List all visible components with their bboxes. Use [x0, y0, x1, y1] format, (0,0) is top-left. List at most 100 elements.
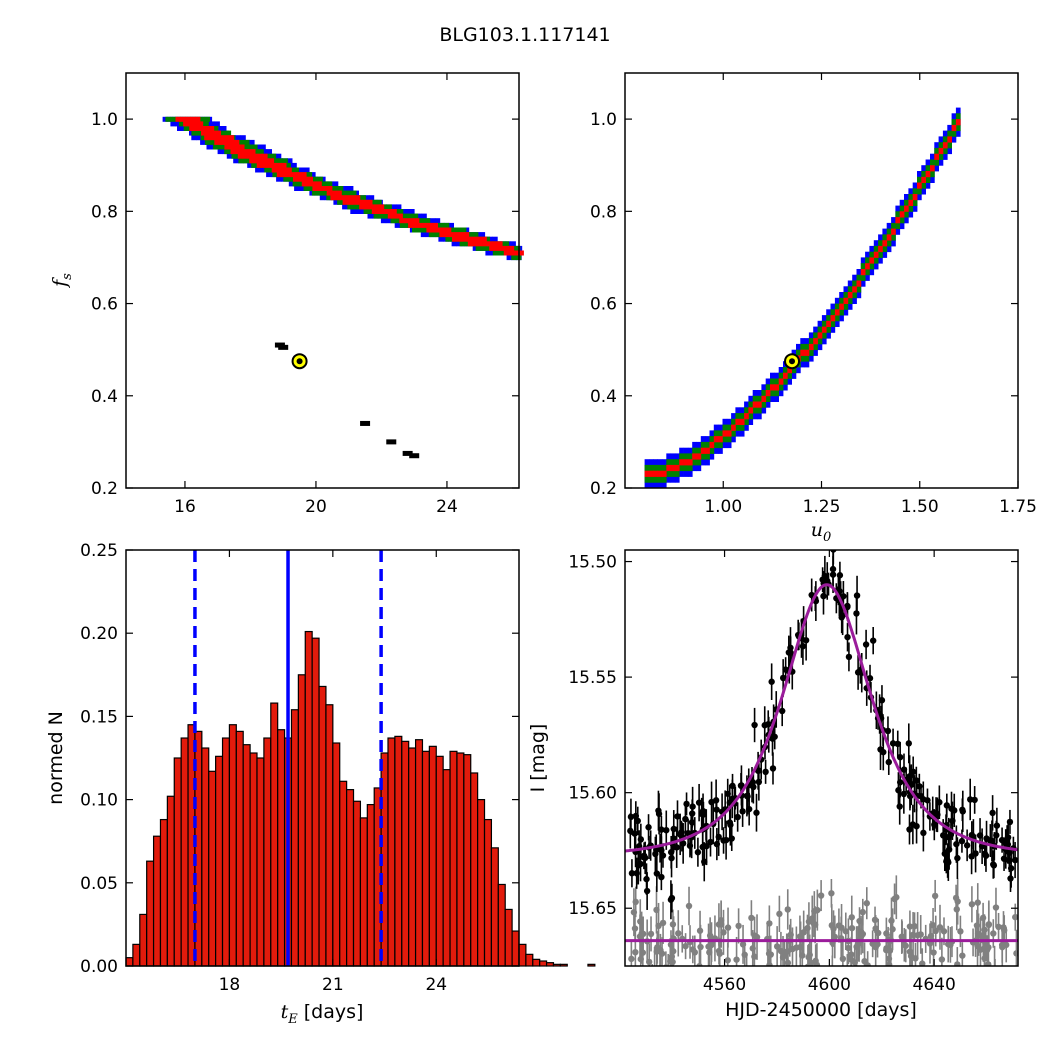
- sigma-cell: [456, 227, 462, 233]
- panel-te-histogram: 18 21 24 0.00 0.05 0.10 0.15 0.20 0.25 tE [days]…: [45, 541, 596, 1027]
- event-point: [906, 826, 913, 833]
- histogram-bar: [235, 730, 244, 967]
- sigma-cell: [804, 349, 810, 356]
- histogram-bar: [290, 709, 299, 967]
- sigma-cell: [383, 213, 389, 219]
- event-point: [1006, 857, 1013, 864]
- sigma-cell: [204, 126, 210, 131]
- event-point: [637, 836, 645, 843]
- sigma-cell: [856, 269, 862, 276]
- p3-ylabel: normed N: [45, 711, 67, 805]
- sigma-cell: [494, 245, 500, 251]
- y-tick-label: 0.6: [91, 295, 118, 315]
- sigma-cell: [445, 236, 451, 242]
- sigma-cell: [847, 286, 853, 293]
- histogram-bar: [532, 958, 541, 967]
- event-point: [755, 767, 762, 774]
- sigma-cell: [796, 367, 801, 374]
- event-point: [744, 793, 751, 800]
- sigma-cell: [895, 205, 901, 212]
- sigma-cell: [895, 211, 901, 218]
- sigma-cell: [899, 199, 905, 206]
- sigma-cell: [722, 424, 728, 431]
- sigma-cell: [481, 236, 487, 242]
- histogram-bar: [463, 754, 472, 967]
- event-point: [712, 797, 720, 804]
- histogram-bar: [387, 737, 396, 967]
- sigma-cell: [518, 250, 524, 256]
- event-point: [722, 836, 730, 844]
- sigma-cell: [757, 390, 762, 397]
- sigma-cell: [696, 464, 702, 472]
- sigma-cell: [463, 227, 470, 233]
- sigma-cell: [830, 303, 836, 310]
- p4-axes: 4560 4600 4640 15.50 15.55 15.60 15.65: [568, 549, 1019, 995]
- histogram-bar: [359, 817, 368, 967]
- sigma-cell: [804, 361, 810, 368]
- sigma-cell: [506, 255, 512, 261]
- sigma-cell: [731, 436, 736, 443]
- sigma-cell: [255, 144, 261, 150]
- sigma-cell: [796, 343, 801, 351]
- sigma-cell: [234, 139, 240, 145]
- event-point: [982, 852, 990, 859]
- histogram-bar: [435, 755, 444, 967]
- sigma-cell: [165, 116, 171, 122]
- sigma-cell: [297, 176, 304, 182]
- sigma-cell: [917, 176, 922, 183]
- sigma-cell: [934, 147, 939, 155]
- sigma-cell: [713, 424, 719, 431]
- sigma-cell: [287, 158, 293, 164]
- reference-point: [986, 991, 992, 997]
- sigma-cell: [459, 241, 465, 247]
- sigma-cell: [808, 355, 814, 362]
- sigma-cell: [231, 153, 237, 159]
- sigma-cell: [726, 436, 732, 443]
- sigma-cell: [653, 476, 658, 483]
- reference-point: [930, 949, 937, 956]
- sigma-cell: [791, 349, 797, 356]
- sigma-cell: [938, 142, 944, 149]
- sigma-cell: [327, 186, 333, 191]
- sigma-cell: [471, 236, 477, 242]
- reference-point: [992, 904, 1000, 911]
- reference-point: [649, 975, 655, 981]
- sigma-cell: [670, 459, 676, 466]
- mcmc-sample: [409, 453, 420, 459]
- sigma-cell: [272, 172, 278, 178]
- event-point: [751, 721, 758, 729]
- sigma-cell: [778, 390, 784, 397]
- sigma-cell: [454, 232, 460, 238]
- sigma-cell: [783, 384, 788, 391]
- sigma-cell: [238, 158, 244, 164]
- sigma-cell: [726, 441, 732, 449]
- y-tick-label: 0.4: [590, 387, 617, 407]
- sigma-cell: [451, 241, 457, 247]
- event-point: [993, 832, 1000, 839]
- y-tick-label: 0.05: [80, 874, 118, 894]
- sigma-cell: [744, 413, 749, 420]
- sigma-cell: [705, 453, 710, 460]
- event-point: [889, 740, 897, 747]
- sigma-cell: [731, 413, 736, 420]
- reference-point: [907, 952, 915, 960]
- sigma-cell: [955, 113, 961, 120]
- sigma-cell: [387, 213, 394, 219]
- sigma-cell: [240, 149, 246, 155]
- x-tick-label: 24: [425, 975, 447, 995]
- sigma-cell: [257, 153, 263, 159]
- sigma-cell: [306, 181, 312, 187]
- reference-point: [891, 895, 898, 903]
- y-tick-label: 0.2: [590, 479, 617, 499]
- sigma-cell: [770, 378, 775, 385]
- sigma-cell: [696, 447, 702, 454]
- sigma-cell: [239, 139, 245, 145]
- sigma-cell: [292, 181, 298, 187]
- event-point: [917, 793, 925, 800]
- reference-point: [864, 962, 871, 966]
- event-point: [658, 873, 665, 881]
- histogram-bar: [421, 750, 430, 967]
- sigma-cell: [683, 453, 689, 460]
- reference-point: [817, 892, 825, 899]
- sigma-cell: [297, 181, 303, 187]
